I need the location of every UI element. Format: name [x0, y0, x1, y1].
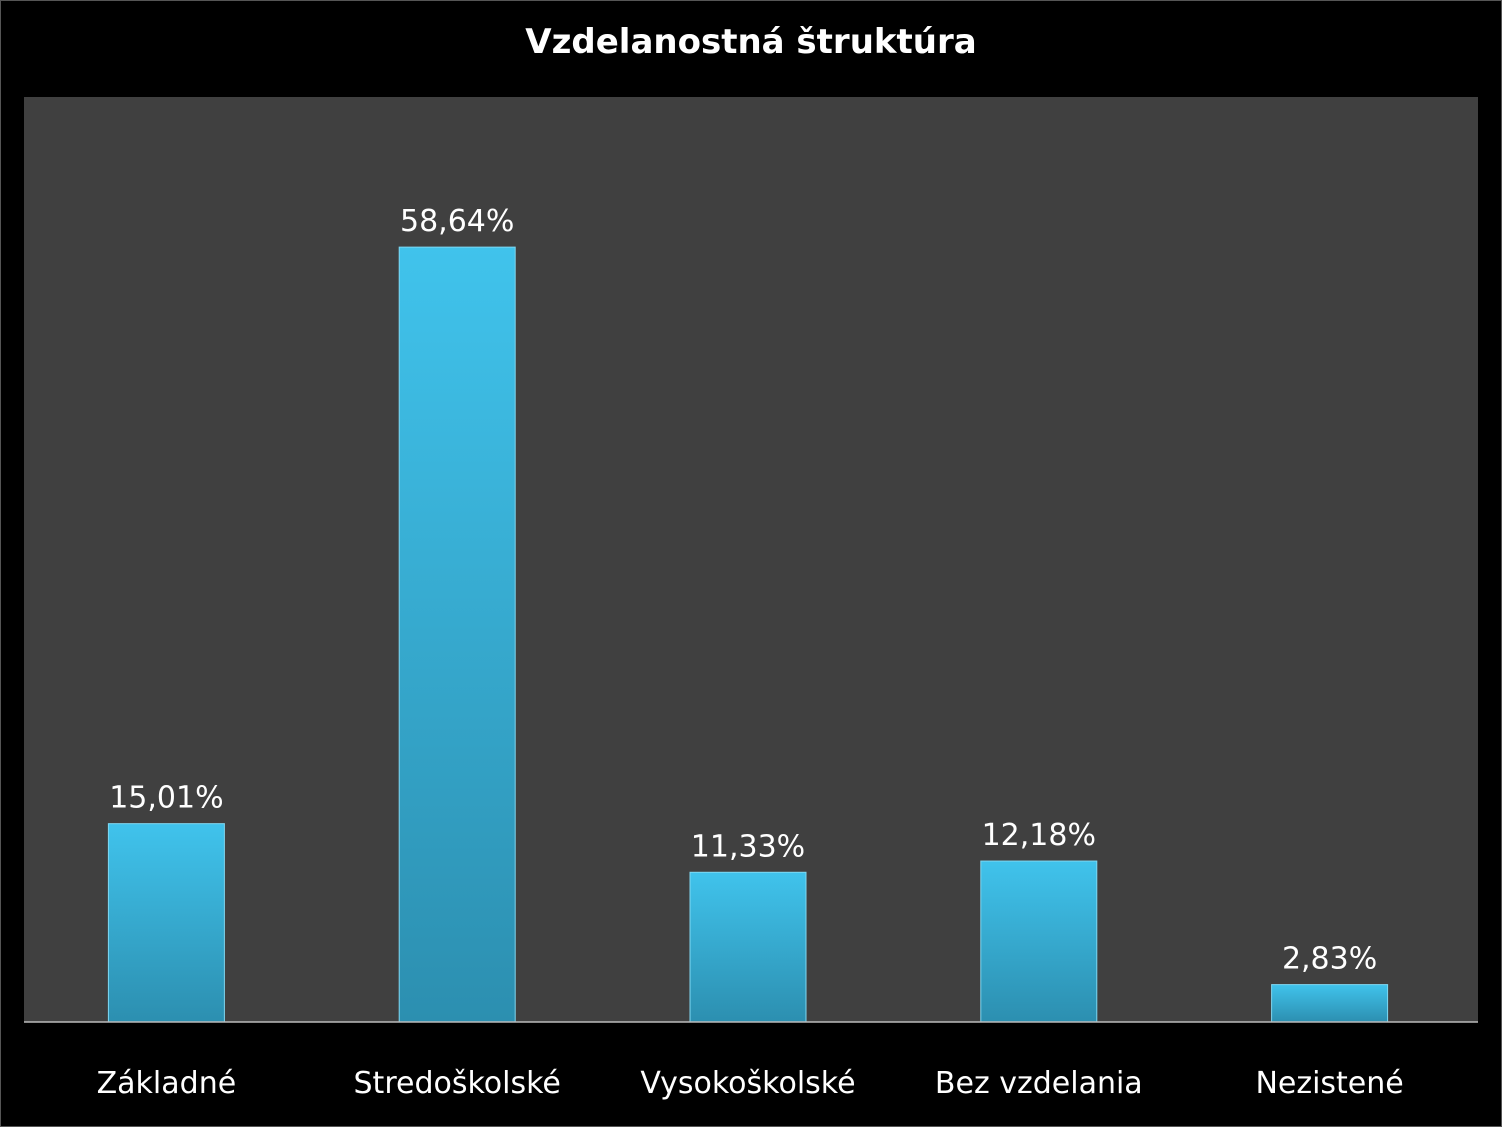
x-tick-label: Základné — [97, 1066, 237, 1101]
bar-2 — [689, 871, 807, 1023]
plot-area — [24, 97, 1478, 1022]
data-label: 2,83% — [1282, 942, 1377, 977]
bar-1 — [398, 246, 516, 1023]
bar-4 — [1271, 984, 1389, 1023]
bar-3 — [980, 860, 1098, 1023]
x-tick-label: Stredoškolské — [354, 1066, 561, 1101]
bar-0 — [107, 823, 225, 1023]
data-label: 11,33% — [691, 829, 805, 864]
data-label: 12,18% — [982, 818, 1096, 853]
data-label: 15,01% — [109, 781, 223, 816]
data-label: 58,64% — [400, 204, 514, 239]
x-tick-label: Nezistené — [1255, 1066, 1403, 1101]
chart-title: Vzdelanostná štruktúra — [525, 22, 977, 62]
x-tick-label: Bez vzdelania — [935, 1066, 1143, 1101]
x-tick-label: Vysokoškolské — [640, 1066, 855, 1101]
